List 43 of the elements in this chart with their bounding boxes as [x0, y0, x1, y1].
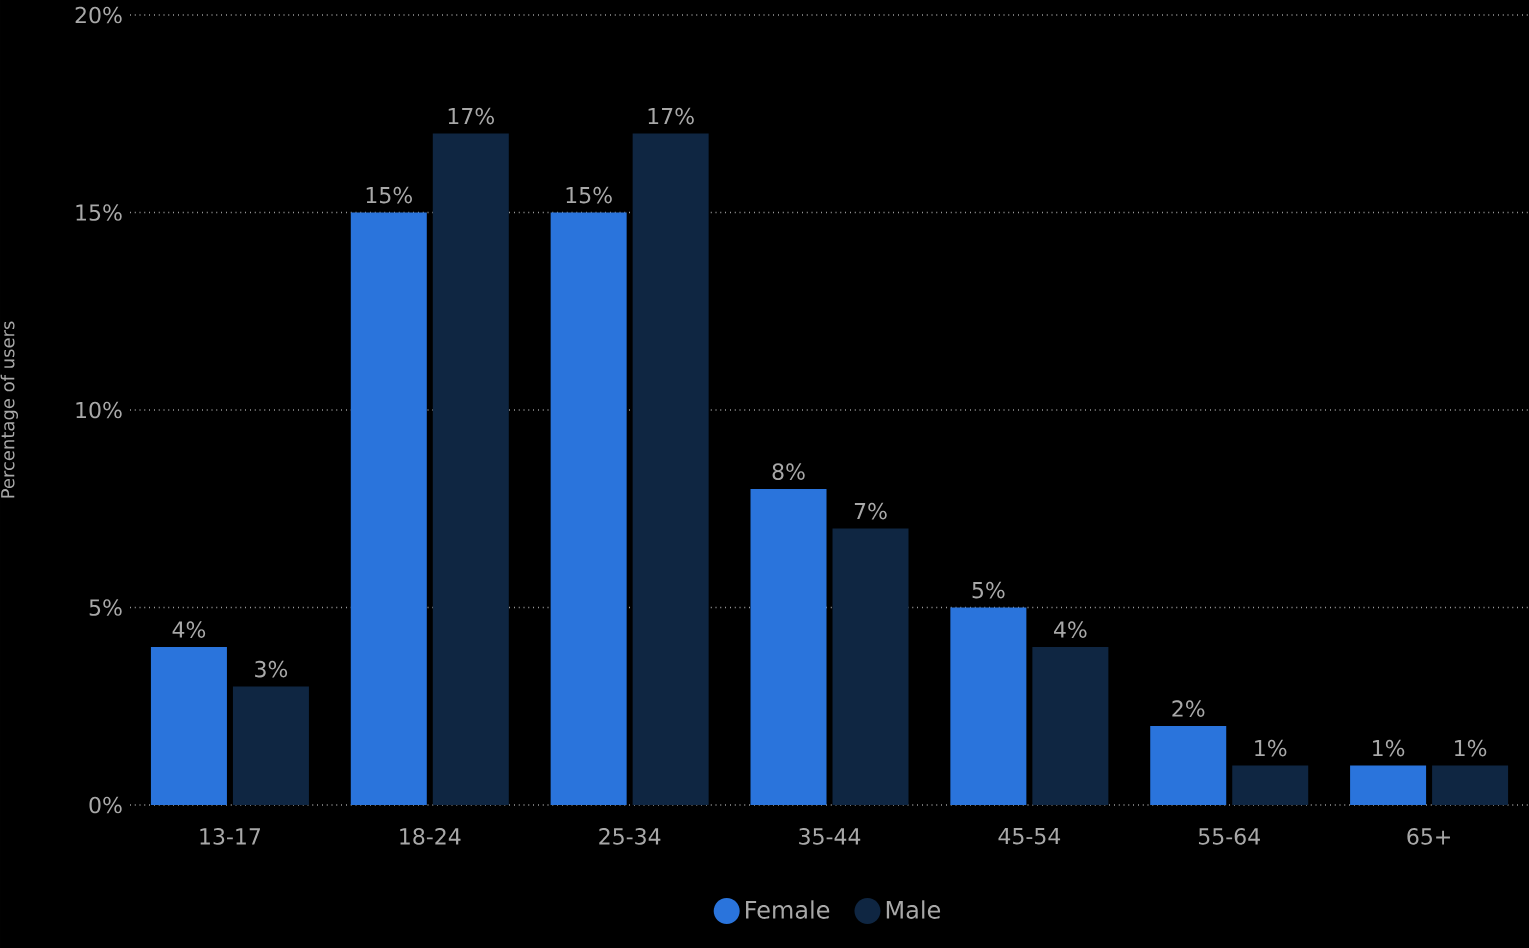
data-label: 4% [1053, 621, 1087, 638]
x-tick-label: 65+ [1407, 828, 1450, 845]
y-tick-label: 0% [89, 796, 122, 814]
data-label: 15% [566, 186, 612, 204]
x-tick-label: 18-24 [400, 828, 461, 845]
legend-label: Female [746, 900, 830, 919]
y-axis-title: Percentage of users [0, 321, 19, 498]
y-tick-label: 20% [75, 6, 122, 24]
data-label: 7% [854, 502, 887, 520]
x-tick-label: 25-34 [599, 828, 661, 845]
data-label: 17% [648, 107, 694, 125]
y-tick-label: 15% [76, 204, 122, 221]
y-tick-label: 5% [89, 599, 122, 616]
legend-label: Male [886, 900, 941, 919]
bar [1432, 765, 1509, 805]
x-tick-label: 55-64 [1198, 828, 1260, 845]
data-label: 5% [972, 581, 1005, 599]
x-tick-label: 45-54 [998, 828, 1061, 845]
bar [1032, 647, 1109, 805]
bar [1150, 726, 1227, 805]
bar [750, 489, 827, 805]
bar [550, 212, 627, 805]
bar [1350, 765, 1427, 805]
data-label: 17% [448, 107, 494, 125]
data-label: 8% [772, 463, 805, 480]
data-label: 4% [172, 621, 206, 638]
x-tick-label: 13-17 [200, 828, 260, 845]
bar [832, 528, 909, 805]
data-label: 3% [255, 660, 288, 678]
data-label: 1% [1455, 739, 1487, 757]
bar [1232, 765, 1309, 805]
bar [632, 133, 709, 805]
data-label: 2% [1172, 700, 1205, 717]
bar [432, 133, 509, 805]
x-tick-label: 35-44 [799, 828, 861, 845]
data-label: 1% [1255, 739, 1287, 757]
data-label: 15% [366, 186, 412, 204]
bar [150, 647, 227, 805]
bar [350, 212, 427, 805]
y-tick-label: 10% [76, 401, 122, 419]
bar [950, 607, 1027, 805]
bar [232, 686, 309, 805]
data-label: 1% [1373, 739, 1405, 757]
